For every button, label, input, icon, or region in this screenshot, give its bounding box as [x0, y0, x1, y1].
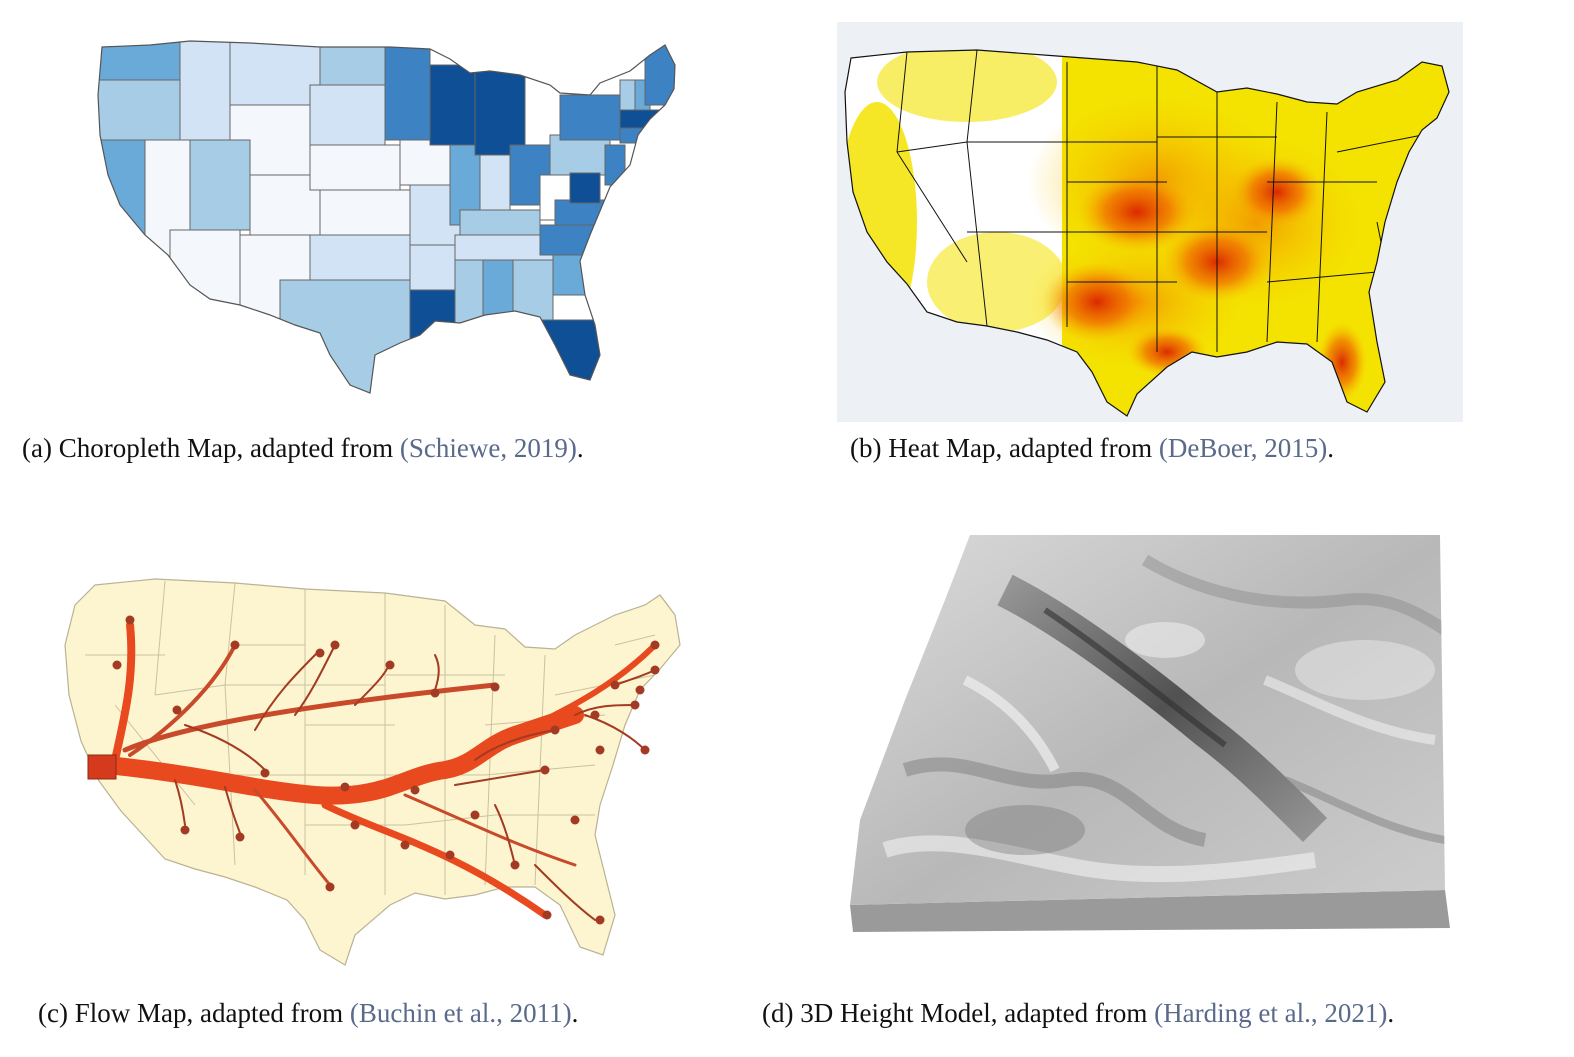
state-minnesota: [384, 41, 431, 141]
state-maryland: [569, 172, 601, 204]
state-kansas: [319, 189, 411, 236]
state-new-jersey: [604, 144, 626, 186]
flow-branch-southeast: [403, 793, 577, 867]
caption-b: (b) Heat Map, adapted from (DeBoer, 2015…: [850, 433, 1335, 463]
citation-d: (Harding et al., 2021): [1154, 998, 1388, 1028]
state-oregon: [98, 79, 181, 141]
state-california: [98, 139, 146, 341]
state-utah: [189, 139, 251, 231]
state-idaho: [179, 41, 231, 141]
state-connecticut: [619, 127, 651, 144]
state-virginia: [554, 199, 611, 226]
state-texas: [279, 279, 416, 393]
state-kentucky: [459, 209, 541, 236]
height-model: [850, 535, 1450, 932]
state-north-carolina: [539, 224, 611, 256]
state-arizona: [169, 229, 241, 331]
caption-a: (a) Choropleth Map, adapted from (Schiew…: [22, 433, 584, 463]
state-wisconsin: [429, 64, 476, 146]
state-pennsylvania: [549, 134, 611, 176]
state-colorado: [249, 174, 321, 236]
choropleth-map: [97, 40, 676, 394]
flow-branch-south: [321, 801, 549, 919]
state-washington: [98, 41, 191, 81]
flow-branch-mountain: [128, 643, 237, 757]
citation-c: (Buchin et al., 2011): [349, 998, 572, 1028]
flow-destination-nodes: [112, 615, 660, 925]
flow-branch-east: [522, 642, 658, 733]
state-alabama: [482, 259, 514, 331]
state-florida: [494, 319, 606, 393]
flow-trunk: [98, 706, 584, 805]
state-montana: [229, 41, 321, 106]
state-indiana: [479, 154, 511, 216]
state-nebraska: [309, 144, 401, 191]
flow-branch-northwest: [111, 621, 136, 764]
state-north-dakota: [319, 41, 386, 86]
caption-c: (c) Flow Map, adapted from (Buchin et al…: [38, 998, 579, 1028]
heat-map: [837, 22, 1463, 422]
state-massachusetts: [619, 109, 666, 129]
flow-map: [64, 578, 681, 966]
state-vermont: [619, 79, 636, 111]
state-south-dakota: [309, 84, 386, 146]
citation-a: (Schiewe, 2019): [399, 433, 577, 463]
caption-d: (d) 3D Height Model, adapted from (Hardi…: [762, 998, 1395, 1028]
state-maine: [644, 41, 675, 106]
state-new-york: [559, 94, 631, 141]
flow-source-node: [87, 754, 117, 780]
state-iowa: [399, 139, 451, 186]
state-michigan: [474, 64, 526, 156]
state-south-carolina: [552, 254, 594, 296]
flow-branch-texas: [253, 788, 332, 887]
citation-b: (DeBoer, 2015): [1158, 433, 1328, 463]
terrain-side-face: [850, 890, 1450, 932]
state-oklahoma: [309, 234, 411, 281]
state-arkansas: [409, 244, 456, 291]
